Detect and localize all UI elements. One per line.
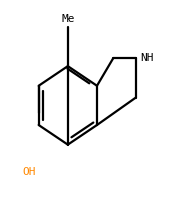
Text: OH: OH — [22, 167, 36, 177]
Text: NH: NH — [140, 53, 153, 63]
Text: Me: Me — [61, 14, 75, 24]
